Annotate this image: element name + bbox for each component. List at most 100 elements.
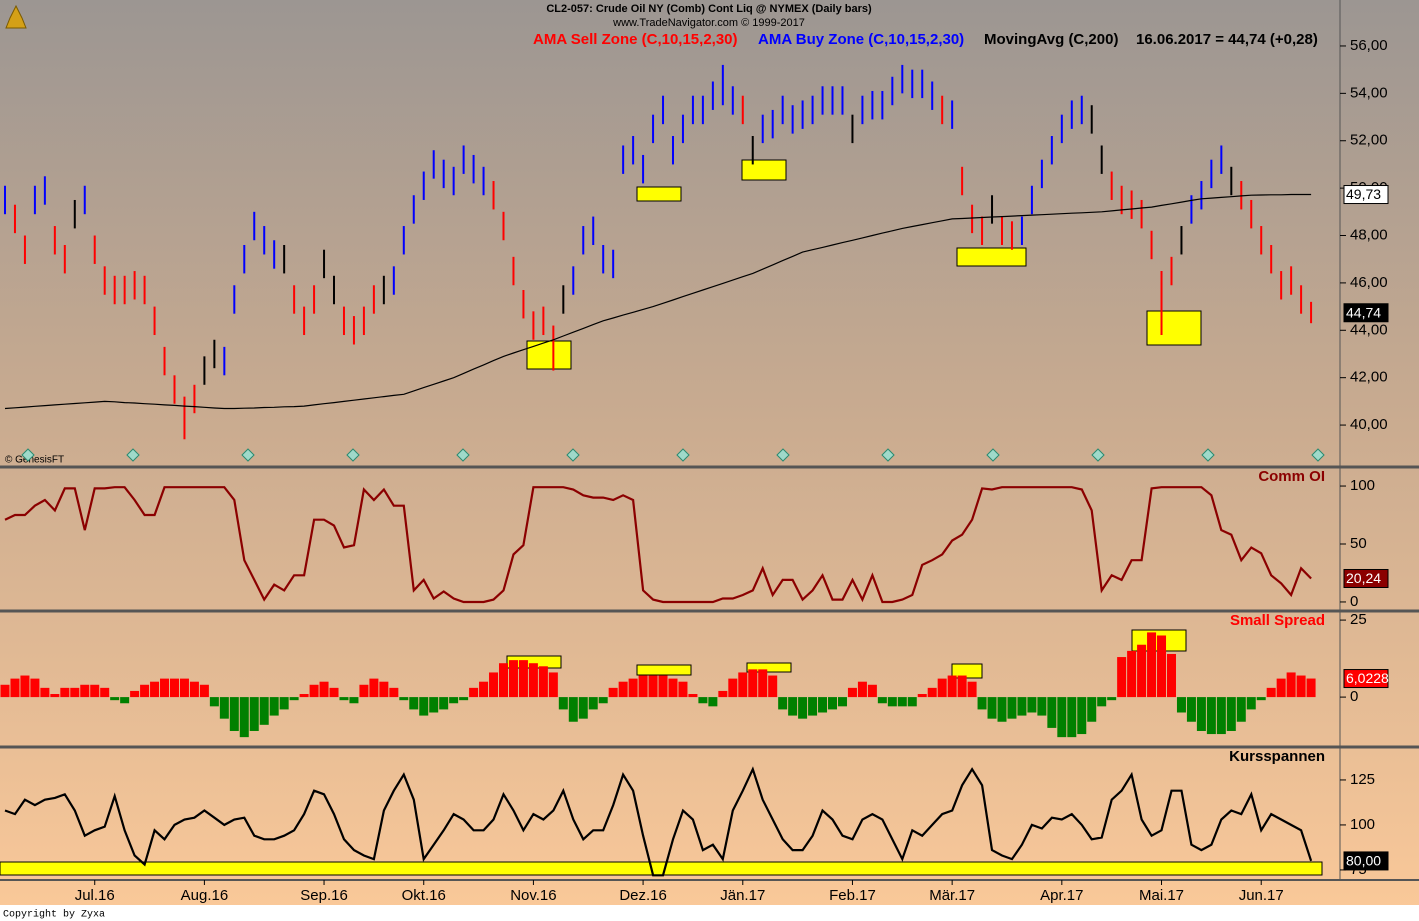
panel-title: Comm OI (1258, 468, 1325, 485)
highlight (636, 186, 682, 202)
histogram-bar (598, 697, 608, 704)
histogram-bar (1276, 678, 1286, 698)
histogram-bar (160, 678, 170, 698)
logo-shape (5, 4, 27, 29)
highlight (741, 159, 787, 181)
histogram-bar (887, 697, 897, 707)
histogram-bar (179, 678, 189, 698)
histogram-bar (728, 678, 738, 698)
chart-subtitle: www.TradeNavigator.com © 1999-2017 (612, 17, 805, 29)
histogram-bar (718, 690, 728, 698)
histogram-bar (828, 697, 838, 710)
histogram-bar (1186, 697, 1196, 722)
histogram-bar (209, 697, 219, 707)
histogram-bar (1196, 697, 1206, 731)
histogram-bar (279, 697, 289, 710)
histogram-bar (349, 697, 359, 704)
event-marker (566, 448, 580, 462)
histogram-bar (150, 681, 160, 698)
annotation: 16.06.2017 = 44,74 (+0,28) (1136, 31, 1318, 48)
histogram-bar (60, 687, 70, 698)
x-tick-label: Mär.17 (929, 887, 975, 904)
histogram-bar (907, 697, 917, 707)
histogram-bar (389, 687, 399, 698)
last-value-box (1343, 303, 1389, 323)
y-tick-label: 54,00 (1350, 84, 1388, 101)
histogram-bar (1296, 675, 1306, 698)
highlight (1146, 310, 1202, 346)
last-value-box (1343, 185, 1389, 205)
legend-entry: AMA Buy Zone (C,10,15,2,30) (758, 31, 964, 48)
x-tick-label: Jän.17 (720, 887, 765, 904)
last-value-box (1343, 669, 1389, 689)
histogram-bar (299, 694, 309, 698)
indicator-line (4, 486, 1312, 604)
histogram-bar (1266, 687, 1276, 698)
histogram-bar (469, 687, 479, 698)
histogram-bar (508, 660, 518, 698)
histogram-bar (947, 675, 957, 698)
event-marker (241, 448, 255, 462)
histogram-bar (897, 697, 907, 707)
histogram-bar (698, 697, 708, 704)
histogram-bar (169, 678, 179, 698)
y-tick-label: 0 (1350, 593, 1358, 610)
x-tick-label: Nov.16 (510, 887, 556, 904)
histogram-bar (1007, 697, 1017, 719)
y-tick-label: 42,00 (1350, 369, 1388, 386)
histogram-bar (578, 697, 588, 719)
histogram-bar (110, 697, 120, 701)
footer-band (0, 905, 1419, 921)
histogram-bar (638, 675, 648, 698)
histogram-bar (977, 697, 987, 710)
y-tick-label: 25 (1350, 611, 1367, 628)
event-marker (126, 448, 140, 462)
y-tick-label: 52,00 (1350, 132, 1388, 149)
event-marker (456, 448, 470, 462)
histogram-bar (1306, 678, 1316, 698)
last-value-box (1343, 568, 1389, 588)
histogram-bar (987, 697, 997, 719)
histogram-bar (1057, 697, 1067, 738)
x-tick-label: Apr.17 (1040, 887, 1083, 904)
histogram-bar (289, 697, 299, 701)
indicator-line (4, 766, 1313, 877)
logo (5, 4, 27, 29)
histogram-bar (30, 678, 40, 698)
moving-average (4, 193, 1312, 410)
histogram-bar (917, 694, 927, 698)
histogram-bar (229, 697, 239, 731)
histogram-bar (927, 687, 937, 698)
histogram-bar (429, 697, 439, 713)
y-tick-label: 100 (1350, 477, 1375, 494)
histogram-bar (80, 684, 90, 698)
histogram-bar (0, 684, 10, 698)
y-tick-label: 40,00 (1350, 416, 1388, 433)
histogram-bar (369, 678, 379, 698)
histogram-bar (808, 697, 818, 716)
histogram-bar (847, 687, 857, 698)
last-value-label: 20,24 (1346, 570, 1381, 586)
histogram-bar (518, 660, 528, 698)
histogram-bar (1206, 697, 1216, 735)
histogram-bar (648, 675, 658, 698)
histogram-bar (1176, 697, 1186, 713)
y-tick-label: 56,00 (1350, 37, 1388, 54)
histogram-bar (1037, 697, 1047, 716)
histogram-bar (90, 684, 100, 698)
histogram-bar (658, 675, 668, 698)
histogram-bar (1087, 697, 1097, 722)
histogram-bar (548, 672, 558, 698)
histogram-bar (1117, 657, 1127, 698)
histogram-bar (140, 684, 150, 698)
y-tick-label: 46,00 (1350, 274, 1388, 291)
histogram-bar (1097, 697, 1107, 707)
histogram-bar (1077, 697, 1087, 735)
last-value-label: 80,00 (1346, 853, 1381, 869)
last-value-box (1343, 851, 1389, 871)
histogram-bar (239, 697, 249, 738)
histogram-bar (199, 684, 209, 698)
histogram-bar (70, 687, 80, 698)
histogram-bar (668, 678, 678, 698)
copyright: Copyright by Zyxa (3, 909, 105, 921)
